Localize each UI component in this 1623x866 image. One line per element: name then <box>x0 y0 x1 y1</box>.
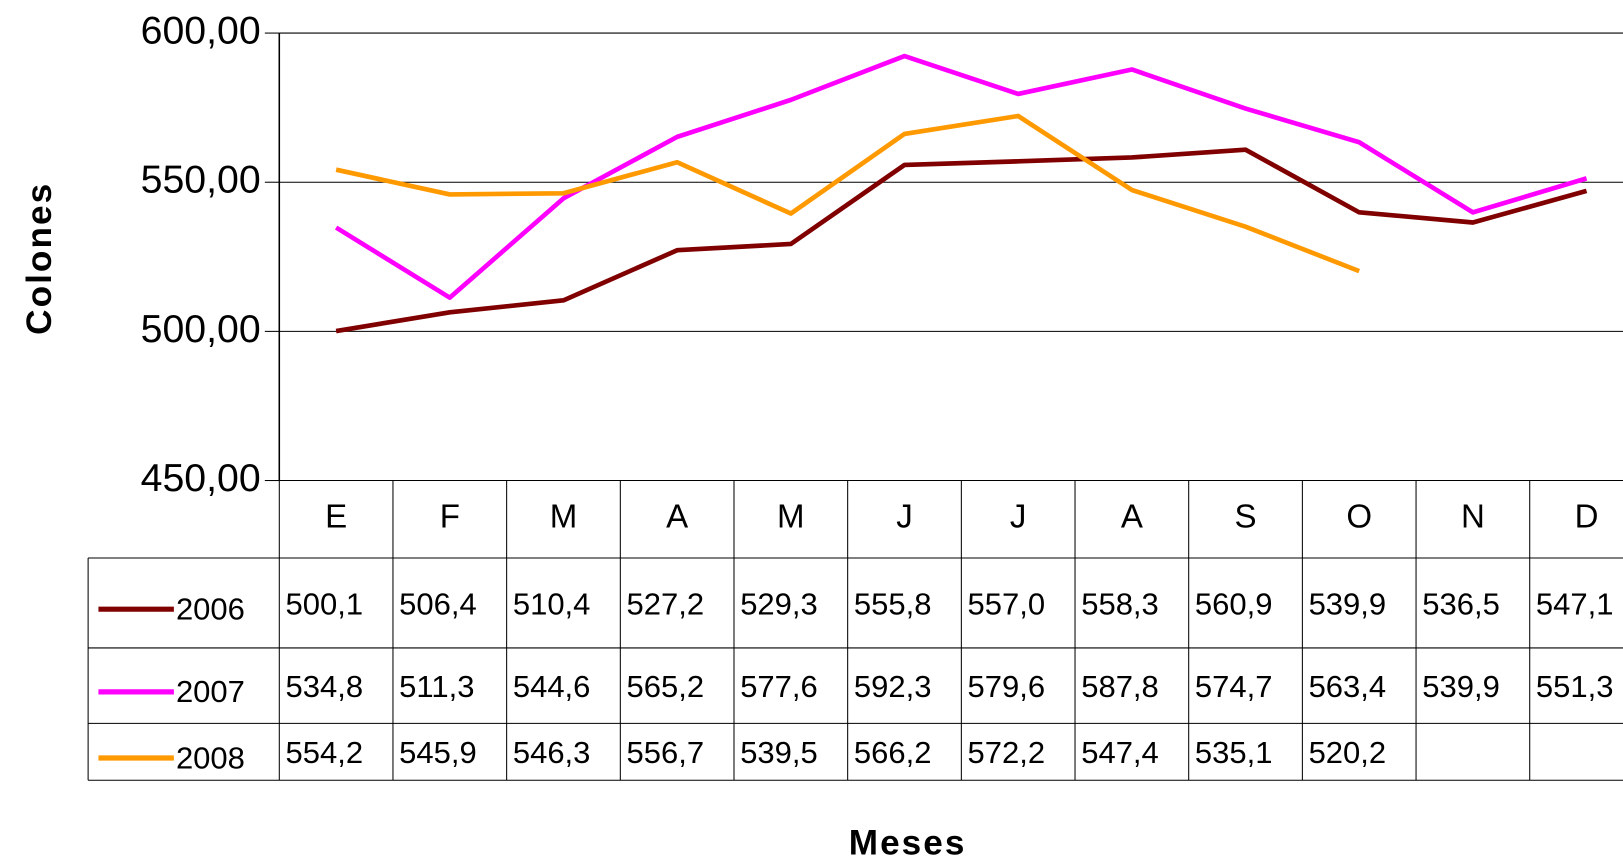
table-value: 544,6 <box>513 669 591 704</box>
table-value: 546,3 <box>513 735 591 770</box>
y-tick-label: 600,00 <box>141 8 261 52</box>
series-line <box>334 53 1588 300</box>
x-tick-label: J <box>1010 499 1027 536</box>
table-value: 555,8 <box>854 586 932 621</box>
x-tick-label: O <box>1346 499 1372 536</box>
legend-label: 2008 <box>176 740 245 775</box>
series-line <box>335 113 1361 274</box>
table-value: 556,7 <box>627 735 705 770</box>
table-value: 572,2 <box>968 735 1046 770</box>
table-value: 587,8 <box>1081 669 1159 704</box>
table-value: 520,2 <box>1309 735 1387 770</box>
x-tick-label: F <box>440 499 460 536</box>
table-value: 547,1 <box>1536 586 1614 621</box>
x-axis-label: Meses <box>849 824 967 863</box>
table-value: 592,3 <box>854 669 932 704</box>
table-value: 554,2 <box>285 735 363 770</box>
table-value: 539,5 <box>740 735 818 770</box>
x-tick-label: D <box>1575 499 1599 536</box>
table-value: 577,6 <box>740 669 818 704</box>
table-value: 566,2 <box>854 735 932 770</box>
table-value: 560,9 <box>1195 586 1273 621</box>
table-value: 563,4 <box>1309 669 1387 704</box>
table-value: 529,3 <box>740 586 818 621</box>
table-value: 557,0 <box>968 586 1046 621</box>
table-value: 558,3 <box>1081 586 1159 621</box>
table-value: 511,3 <box>399 669 474 704</box>
table-value: 534,8 <box>285 669 363 704</box>
x-tick-label: A <box>1121 499 1143 536</box>
y-tick-label: 550,00 <box>141 158 261 202</box>
table-value: 539,9 <box>1422 669 1500 704</box>
table-value: 545,9 <box>399 735 477 770</box>
x-tick-label: N <box>1461 499 1485 536</box>
table-value: 506,4 <box>399 586 477 621</box>
x-tick-label: M <box>777 499 805 536</box>
table-value: 565,2 <box>627 669 705 704</box>
y-tick-label: 450,00 <box>141 456 261 500</box>
table-value: 527,2 <box>627 586 705 621</box>
series-line <box>335 147 1588 334</box>
table-value: 535,1 <box>1195 735 1273 770</box>
table-value: 579,6 <box>968 669 1046 704</box>
table-value: 551,3 <box>1536 669 1614 704</box>
x-tick-label: E <box>325 499 347 536</box>
legend-label: 2007 <box>176 674 245 709</box>
table-value: 547,4 <box>1081 735 1159 770</box>
table-value: 539,9 <box>1309 586 1387 621</box>
y-tick-label: 500,00 <box>141 307 261 351</box>
table-value: 536,5 <box>1422 586 1500 621</box>
x-tick-label: A <box>666 499 688 536</box>
table-value: 510,4 <box>513 586 591 621</box>
x-tick-label: M <box>550 499 578 536</box>
y-axis-label: Colones <box>20 182 59 335</box>
legend-label: 2006 <box>176 591 245 626</box>
table-value: 500,1 <box>285 586 363 621</box>
x-tick-label: S <box>1235 499 1257 536</box>
x-tick-label: J <box>896 499 913 536</box>
table-value: 574,7 <box>1195 669 1273 704</box>
